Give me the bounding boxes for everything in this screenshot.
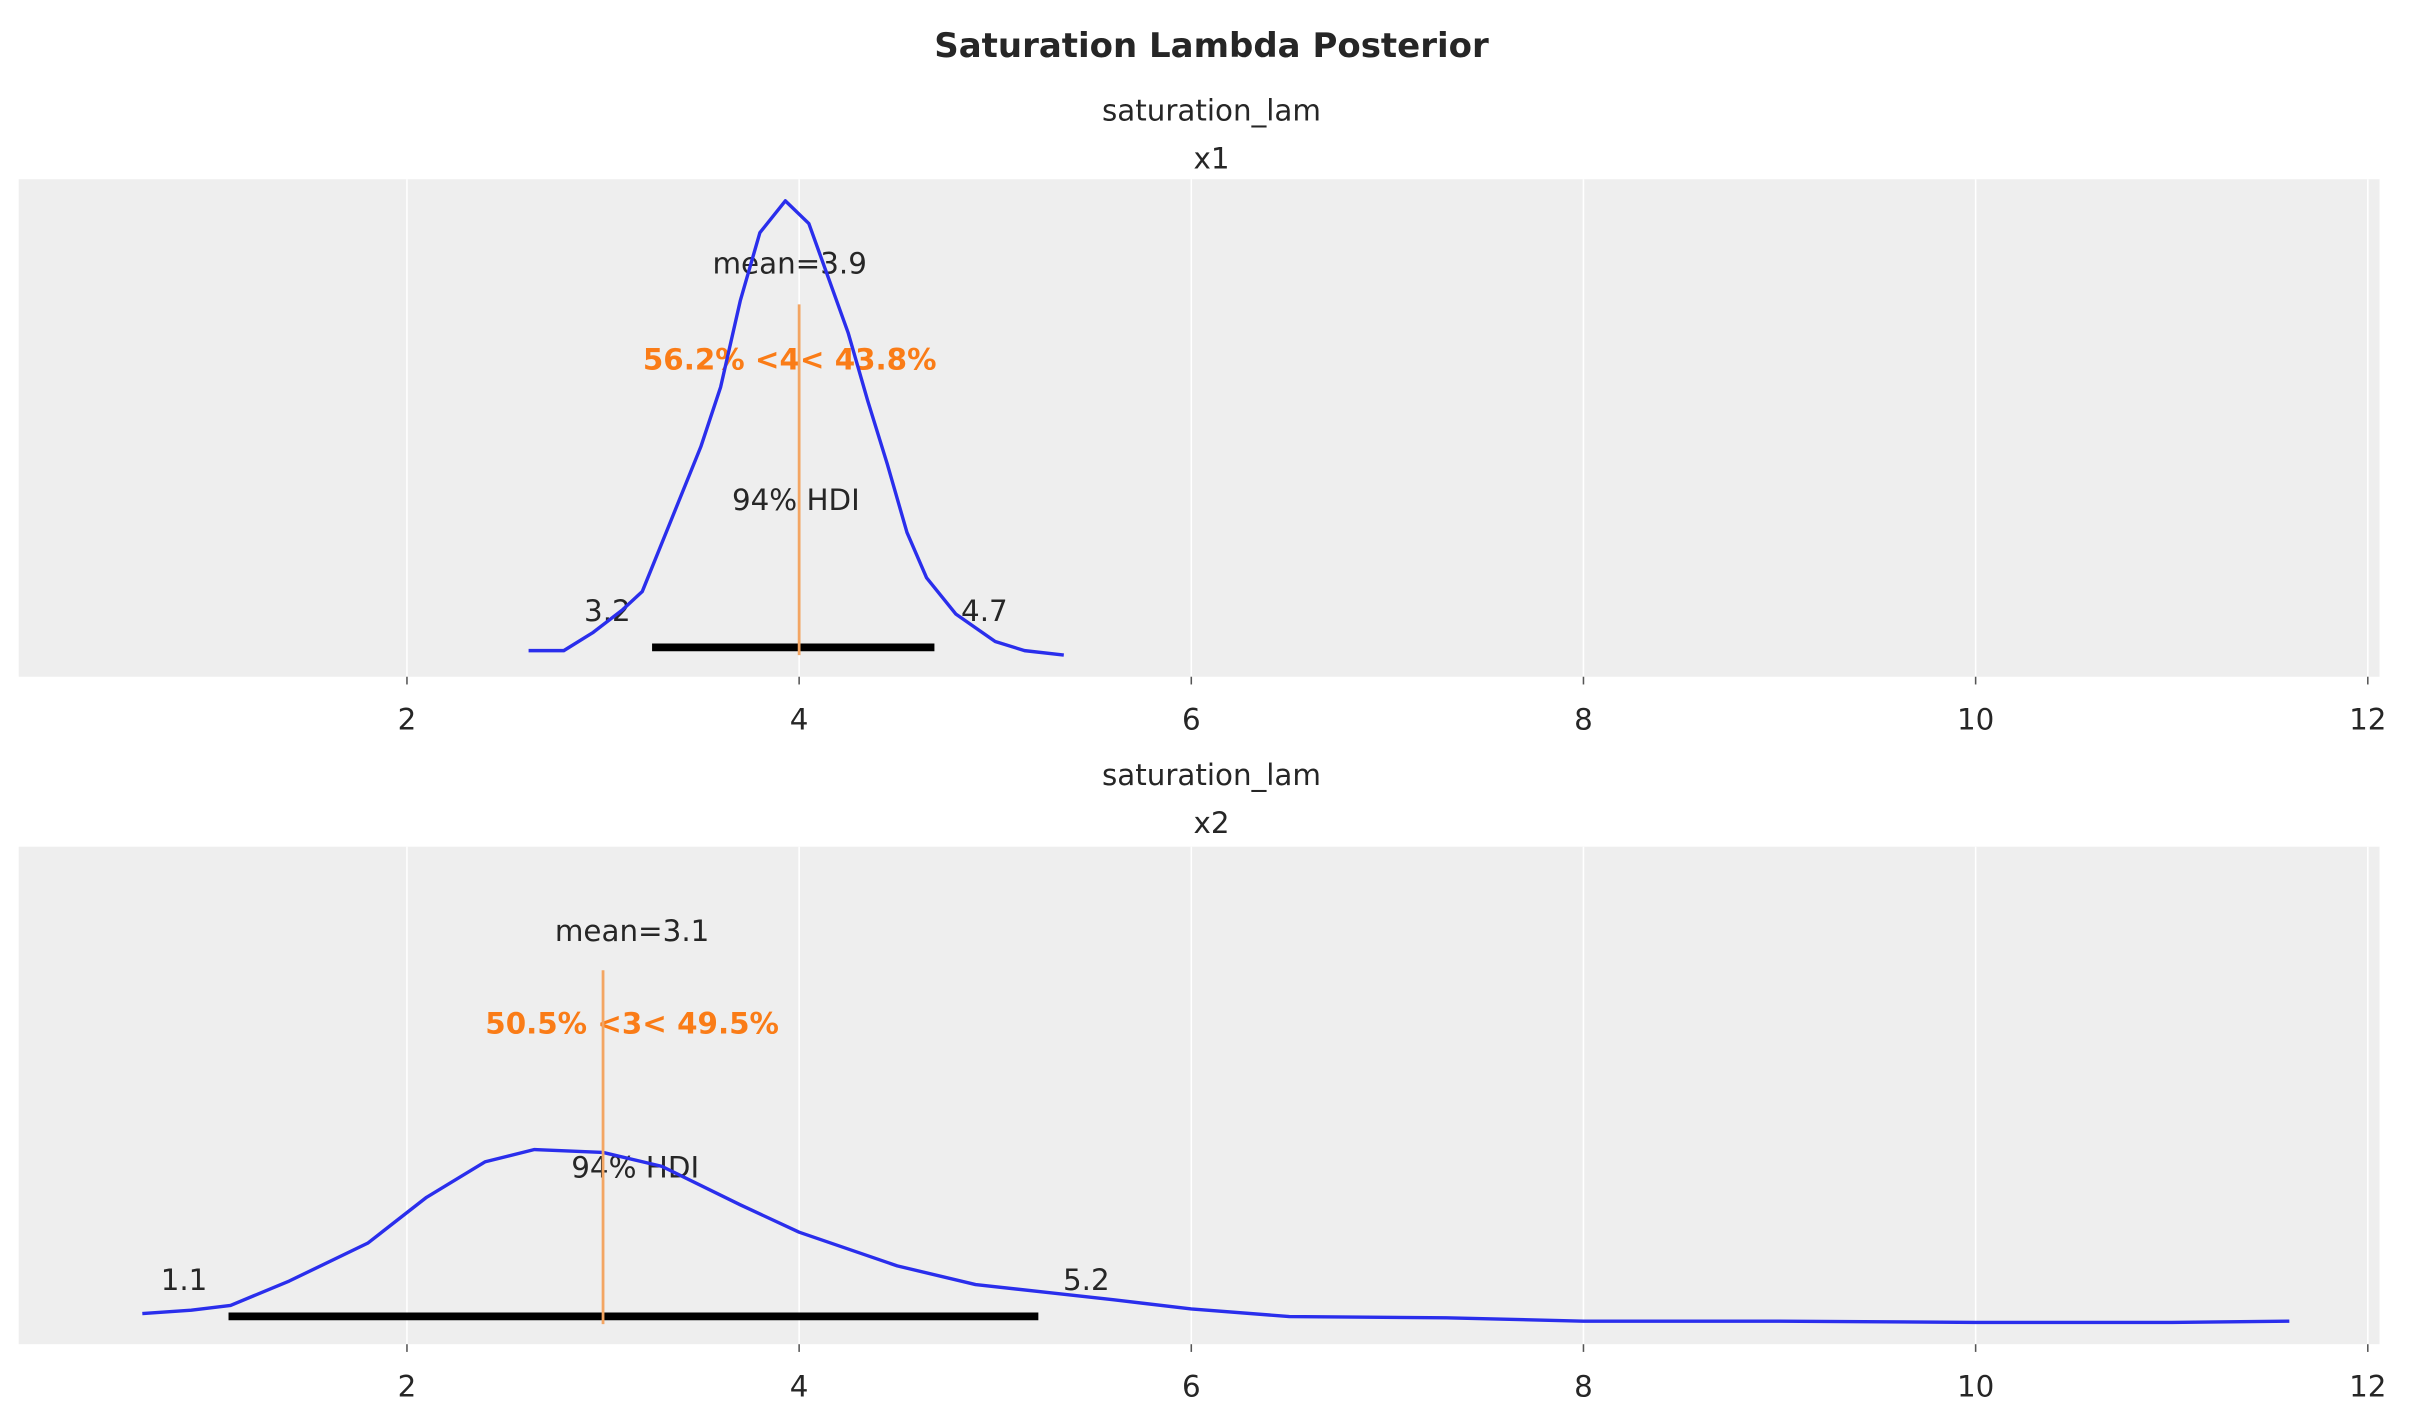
kde-curve: [142, 1147, 2290, 1325]
panel-title-var: saturation_lam: [1102, 94, 1321, 128]
x-tick-label: 10: [1957, 702, 1994, 736]
panel-x2: saturation_lam x2 2 4 6 8 10 12 mean=3.1 50.5…: [18, 758, 2386, 1404]
x-tick-label: 2: [398, 1370, 417, 1404]
x-tick-label: 8: [1574, 702, 1593, 736]
x-tick-label: 4: [790, 1370, 809, 1404]
kde-curve: [528, 199, 1064, 657]
plot-area: [18, 179, 2380, 677]
ref-label: 50.5% <3< 49.5%: [485, 1007, 779, 1041]
mean-label: mean=3.9: [712, 246, 866, 280]
x-tick-label: 12: [2349, 1370, 2386, 1404]
x-tick-label: 4: [790, 702, 809, 736]
hdi-high-label: 5.2: [1063, 1263, 1110, 1297]
x-tick-label: 8: [1574, 1370, 1593, 1404]
mean-label: mean=3.1: [555, 914, 709, 948]
panel-title-coord: x2: [1193, 806, 1229, 840]
ref-label: 56.2% <4< 43.8%: [643, 342, 937, 376]
x-tick-label: 2: [398, 702, 417, 736]
plot-area: [18, 846, 2380, 1345]
x-tick-label: 12: [2349, 702, 2386, 736]
x-tick-label: 6: [1182, 702, 1201, 736]
panel-title-var: saturation_lam: [1102, 758, 1321, 792]
panel-x1: saturation_lam x1 2 4 6 8 10 12 mean=3.9 56.2…: [18, 94, 2386, 736]
panel-title-coord: x1: [1193, 141, 1229, 175]
x-tick-label: 10: [1957, 1370, 1994, 1404]
hdi-label: 94% HDI: [571, 1150, 699, 1184]
x-tick-label: 6: [1182, 1370, 1201, 1404]
hdi-low-label: 1.1: [161, 1263, 208, 1297]
figure-title: Saturation Lambda Posterior: [934, 26, 1489, 66]
hdi-label: 94% HDI: [732, 483, 860, 517]
